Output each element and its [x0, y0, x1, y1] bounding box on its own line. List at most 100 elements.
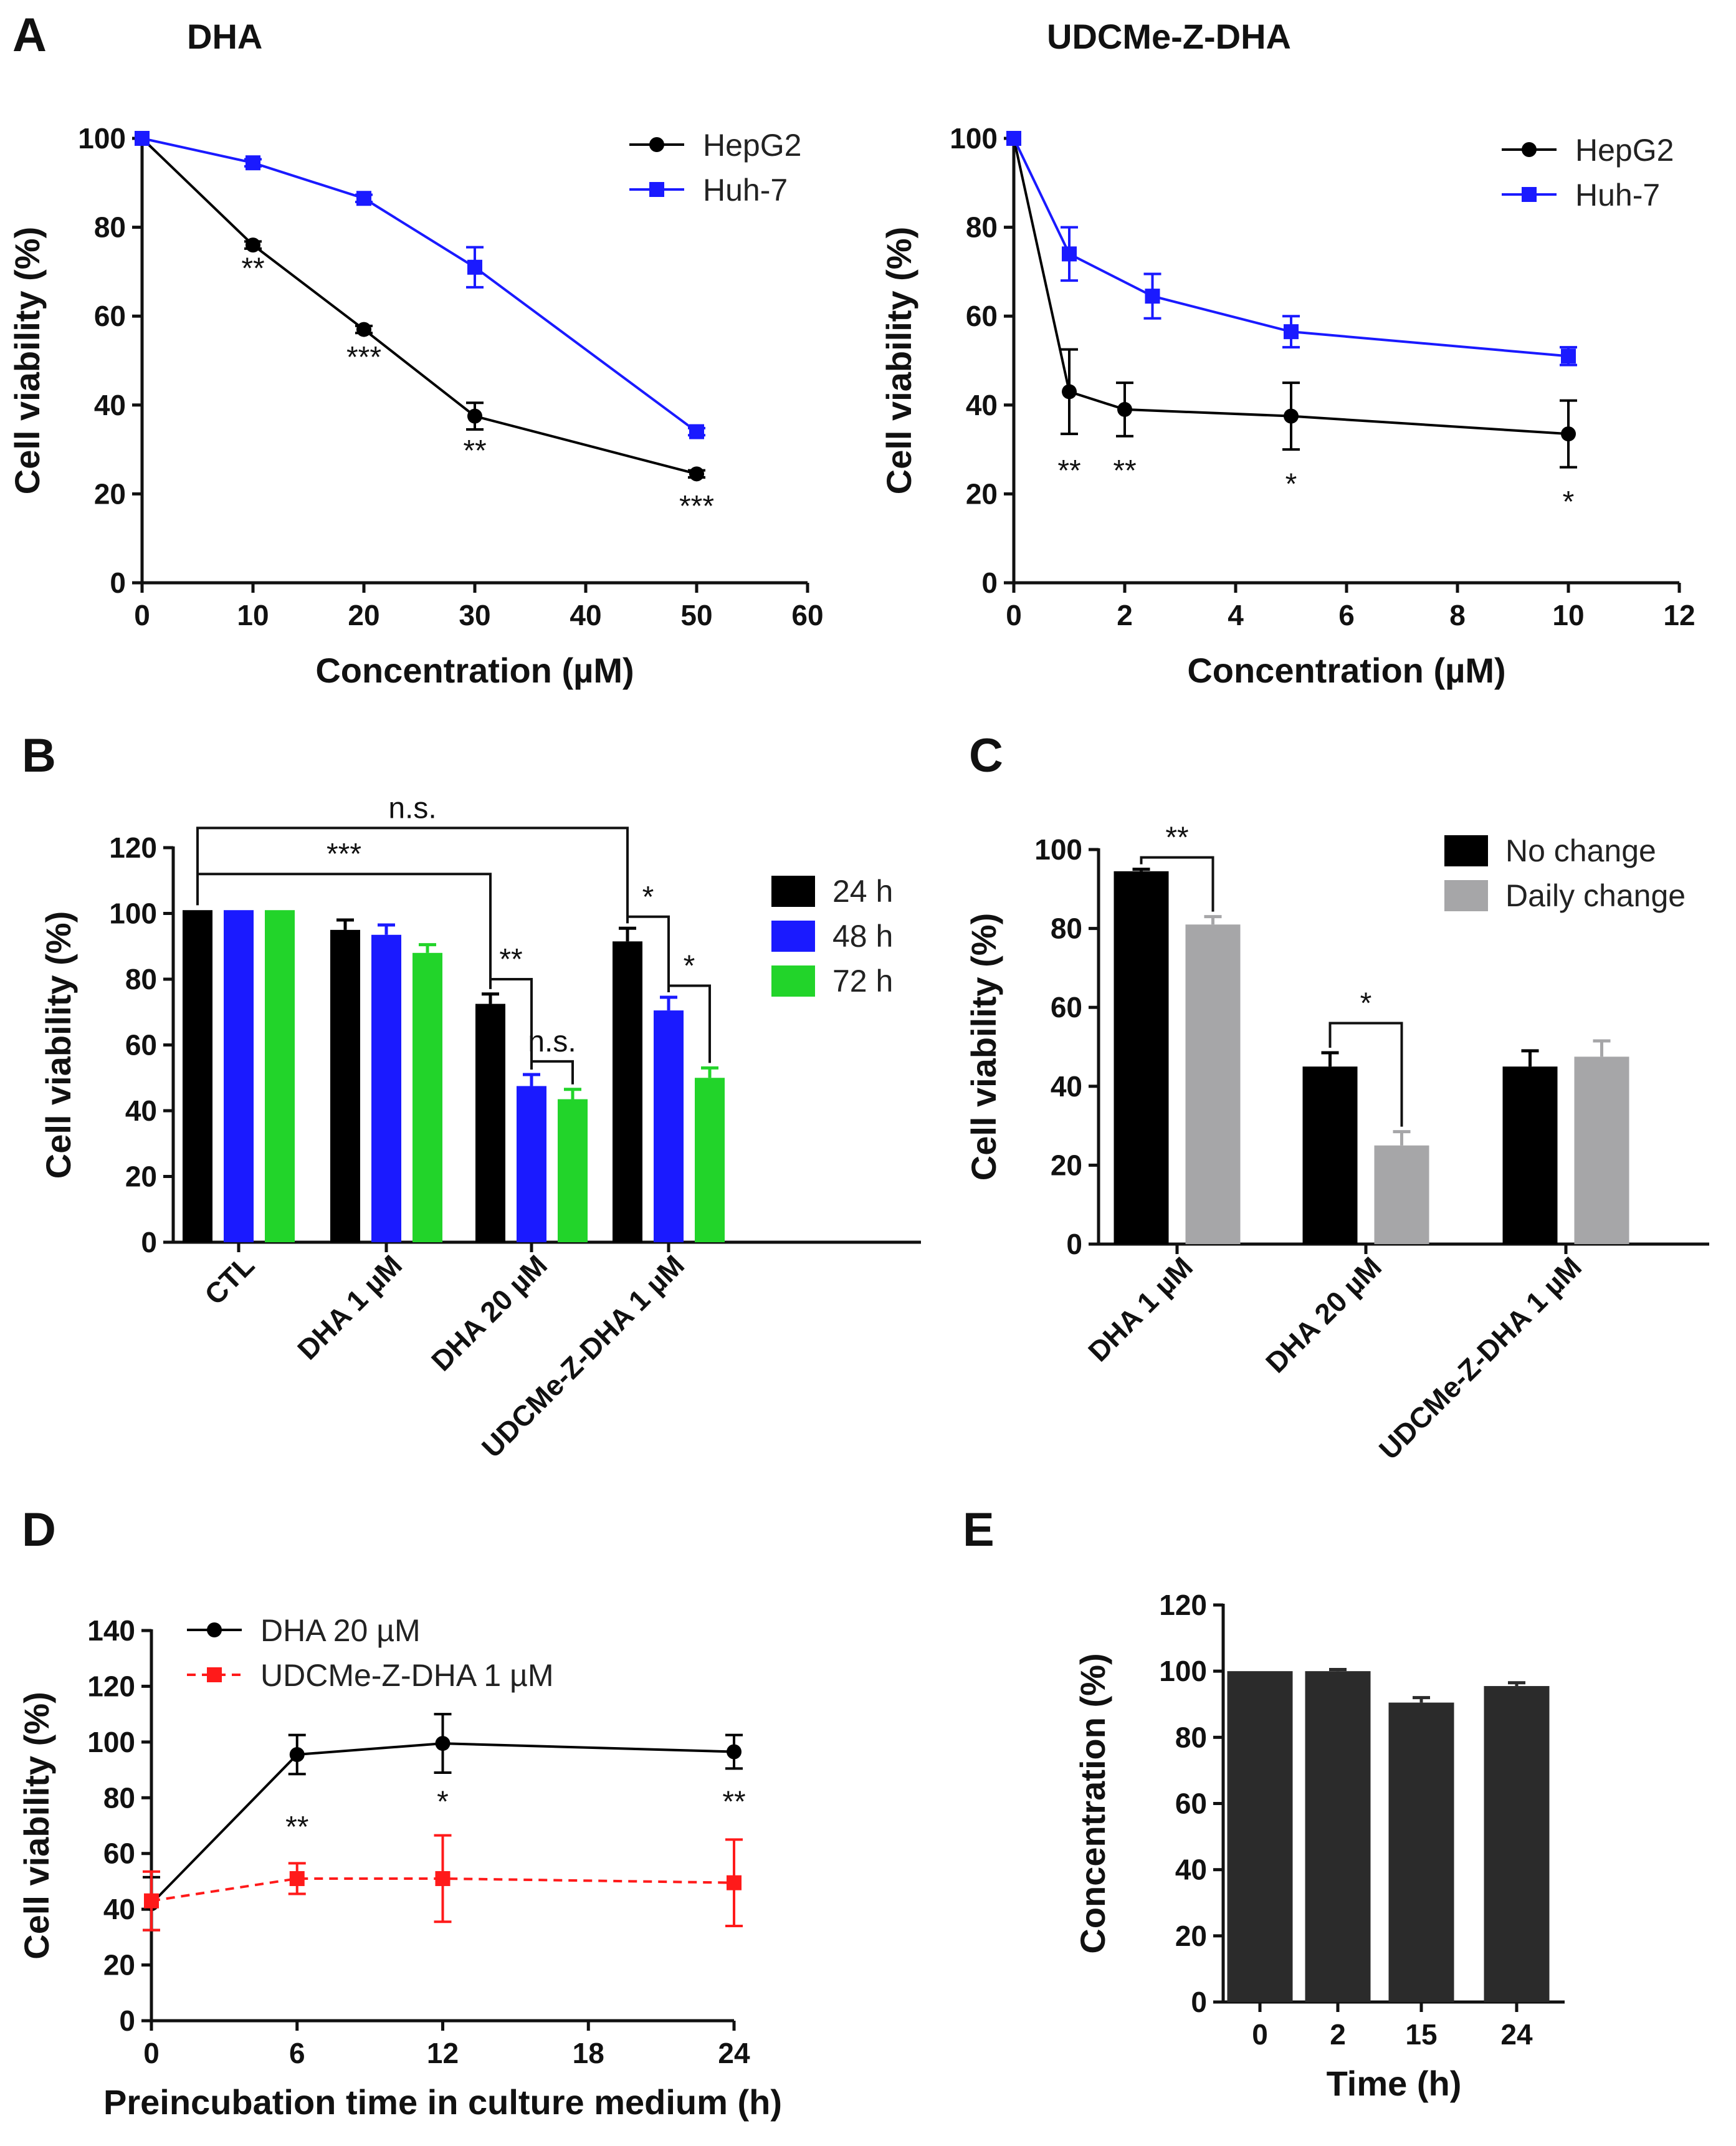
y-axis-label: Cell viability (%): [39, 911, 78, 1179]
y-tick-label: 100: [950, 122, 998, 155]
significance-label: ***: [679, 490, 714, 523]
category-label: DHA 1 µM: [1082, 1250, 1199, 1368]
data-point: [1062, 246, 1077, 262]
legend-label: No change: [1505, 833, 1656, 868]
bar: [558, 1099, 588, 1242]
data-point: [246, 155, 260, 171]
bar: [224, 910, 254, 1242]
y-tick-label: 100: [1034, 833, 1082, 866]
significance-bracket: [1140, 856, 1214, 912]
data-point: [356, 191, 371, 206]
y-tick-label: 80: [103, 1781, 135, 1814]
x-tick-label: 0: [134, 599, 150, 631]
category-label: DHA 1 µM: [291, 1248, 408, 1366]
significance-label: *: [1563, 486, 1575, 519]
x-tick-label: 0: [1006, 599, 1022, 631]
data-point: [727, 1744, 742, 1760]
data-point: [289, 1871, 305, 1886]
y-tick-label: 60: [1051, 991, 1082, 1023]
category-label: 24: [1500, 2018, 1533, 2051]
data-point: [689, 424, 704, 439]
x-tick-label: 10: [1552, 599, 1584, 631]
y-tick-label: 20: [1175, 1920, 1207, 1952]
data-point: [144, 1893, 159, 1909]
significance-label: *: [1285, 467, 1297, 501]
legend-label: DHA 20 µM: [260, 1613, 421, 1648]
y-tick-label: 0: [981, 567, 998, 599]
bar: [183, 910, 212, 1242]
significance-bracket: [489, 978, 533, 1070]
y-tick-label: 20: [94, 477, 126, 510]
significance-label: *: [437, 1786, 449, 1819]
panel-letter-d: D: [22, 1503, 56, 1556]
significance-label: **: [1113, 454, 1136, 487]
category-label: 15: [1405, 2018, 1437, 2051]
data-point: [689, 466, 704, 482]
x-tick-label: 12: [1663, 599, 1695, 631]
data-point: [1561, 348, 1576, 364]
legend-label: 48 h: [832, 919, 893, 954]
series-line-dha-20-m: [150, 1742, 735, 1905]
legend-label: HepG2: [703, 128, 801, 163]
data-point: [727, 1875, 742, 1890]
y-tick-label: 20: [1051, 1149, 1082, 1181]
legend-swatch: [771, 876, 815, 907]
y-tick-label: 0: [1191, 1986, 1207, 2018]
significance-label: **: [1165, 822, 1188, 855]
bar: [1305, 1671, 1371, 2002]
legend-swatch: [1444, 880, 1488, 911]
data-point: [1561, 426, 1576, 442]
category-label: 0: [1252, 2018, 1268, 2051]
legend-label: HepG2: [1575, 133, 1674, 168]
significance-label: n.s.: [528, 1025, 576, 1058]
panel-title: UDCMe-Z-DHA: [1047, 17, 1291, 56]
legend-marker: [649, 182, 664, 197]
y-tick-label: 120: [1159, 1589, 1207, 1621]
series-line-hepg2: [141, 137, 697, 476]
significance-label: ***: [346, 341, 381, 374]
x-axis-label: Concentration (µM): [315, 651, 634, 690]
data-point: [435, 1736, 451, 1751]
data-point: [467, 408, 482, 424]
significance-label: **: [241, 252, 264, 285]
x-tick-label: 2: [1117, 599, 1133, 631]
data-point: [1284, 408, 1299, 424]
y-tick-label: 80: [125, 963, 157, 995]
y-axis-label: Cell viability (%): [964, 913, 1003, 1181]
y-tick-label: 80: [966, 211, 998, 244]
legend-label: UDCMe-Z-DHA 1 µM: [260, 1658, 553, 1693]
bar: [613, 941, 642, 1242]
y-tick-label: 60: [125, 1029, 157, 1061]
y-tick-label: 100: [87, 1726, 135, 1758]
bar: [1484, 1686, 1550, 2002]
y-tick-label: 20: [966, 477, 998, 510]
legend-swatch: [1444, 835, 1488, 866]
bar: [1114, 871, 1169, 1244]
y-tick-label: 40: [966, 389, 998, 421]
significance-bracket: [530, 1060, 574, 1085]
category-label: DHA 20 µM: [425, 1248, 553, 1377]
significance-label: **: [499, 943, 522, 976]
bar: [371, 934, 401, 1242]
y-tick-label: 0: [119, 2005, 135, 2037]
y-tick-label: 20: [125, 1161, 157, 1193]
bar: [1574, 1056, 1629, 1244]
panel-d-line-chart: 0 20 40 60 80 100 120 140 Cell viability (%) 0 6 12…: [17, 1613, 782, 2122]
category-label: CTL: [198, 1248, 260, 1311]
x-tick-label: 18: [573, 2037, 604, 2069]
x-axis-label: Concentration (µM): [1187, 651, 1505, 690]
x-tick-label: 20: [348, 599, 379, 631]
y-axis-label: Cell viability (%): [7, 227, 47, 494]
x-tick-label: 4: [1228, 599, 1244, 631]
y-tick-label: 40: [125, 1095, 157, 1127]
y-tick-label: 0: [141, 1226, 157, 1258]
data-point: [246, 237, 260, 253]
y-tick-label: 40: [94, 389, 126, 421]
legend-label: Daily change: [1505, 878, 1686, 913]
legend-marker: [207, 1622, 222, 1637]
bar: [695, 1078, 725, 1242]
y-tick-label: 80: [1175, 1721, 1207, 1753]
y-tick-label: 80: [1051, 913, 1082, 945]
significance-label: *: [684, 950, 695, 983]
bar: [475, 1004, 505, 1242]
